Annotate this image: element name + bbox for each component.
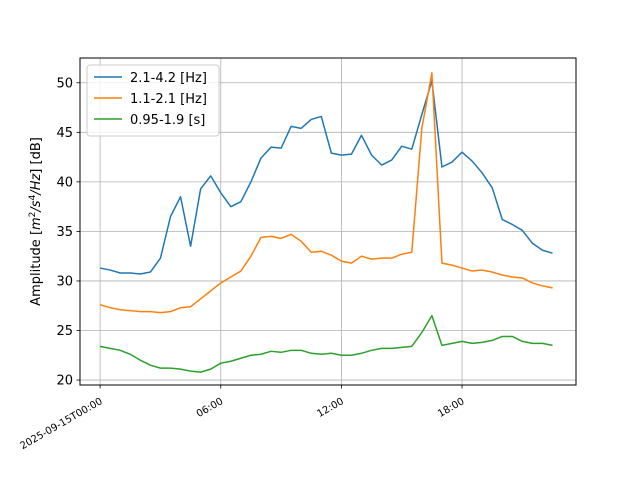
y-axis-label-unit-s-exponent: 4 xyxy=(28,194,38,200)
y-tick-label: 35 xyxy=(56,225,73,240)
y-axis-label-unit-m-exponent: 2 xyxy=(28,212,38,218)
y-tick-label: 45 xyxy=(56,126,73,141)
y-tick-label: 40 xyxy=(56,175,73,190)
legend-label: 1.1-2.1 [Hz] xyxy=(130,92,207,107)
y-axis-label-prefix: Amplitude [ xyxy=(29,230,44,306)
y-axis-label-unit-hz: /Hz xyxy=(29,173,44,196)
legend-label: 2.1-4.2 [Hz] xyxy=(130,71,207,86)
plot-frame xyxy=(79,57,577,386)
y-tick-label: 20 xyxy=(56,374,73,389)
series-line-1 xyxy=(99,80,553,275)
legend: 2.1-4.2 [Hz] 1.1-2.1 [Hz] 0.95-1.9 [s] xyxy=(86,64,220,137)
y-axis-label-unit-s: /s xyxy=(29,200,44,212)
y-tick-label: 30 xyxy=(56,274,73,289)
series-line-2 xyxy=(99,72,553,314)
series-line-3 xyxy=(99,314,553,373)
y-tick-label: 50 xyxy=(56,76,73,91)
y-tick-label: 25 xyxy=(56,324,73,339)
y-axis-label-unit-m: m xyxy=(29,217,44,230)
y-axis-label-suffix: ] [dB] xyxy=(29,137,44,174)
y-axis-label: Amplitude [m2/s4/Hz] [dB] xyxy=(28,137,44,306)
y-axis: 20 25 30 35 40 45 50 xyxy=(56,76,80,389)
legend-label: 0.95-1.9 [s] xyxy=(130,113,205,128)
series-lines xyxy=(99,72,553,373)
